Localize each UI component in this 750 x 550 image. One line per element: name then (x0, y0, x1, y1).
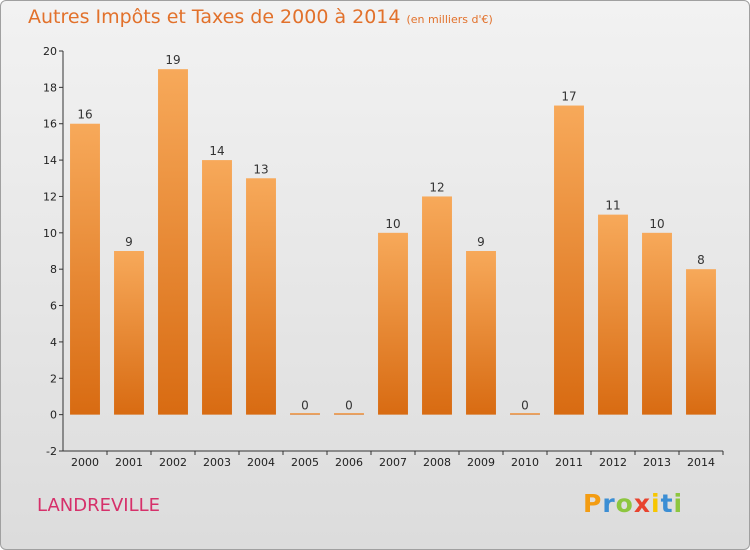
y-tick-label: 16 (43, 118, 57, 131)
bar (598, 214, 628, 415)
logo-letter: o (615, 489, 634, 518)
x-tick-label: 2006 (335, 456, 363, 469)
bar (202, 160, 232, 415)
x-tick-label: 2004 (247, 456, 275, 469)
data-label: 0 (521, 399, 529, 413)
x-tick-label: 2009 (467, 456, 495, 469)
data-label: 8 (697, 253, 705, 267)
data-label: 10 (649, 217, 664, 231)
data-label: 12 (429, 180, 444, 194)
y-tick-label: 14 (43, 154, 57, 167)
bar (114, 251, 144, 415)
bar (686, 269, 716, 415)
x-tick-label: 2008 (423, 456, 451, 469)
data-label: 0 (301, 399, 309, 413)
logo-letter: x (633, 489, 651, 518)
logo-letter: r (602, 489, 616, 518)
x-tick-label: 2001 (115, 456, 143, 469)
bar (158, 69, 188, 415)
data-label: 14 (209, 144, 224, 158)
y-tick-label: 18 (43, 81, 57, 94)
bar (554, 105, 584, 415)
x-tick-label: 2012 (599, 456, 627, 469)
data-label: 9 (125, 235, 133, 249)
bar (466, 251, 496, 415)
data-label: 13 (253, 162, 268, 176)
y-tick-label: 12 (43, 190, 57, 203)
x-tick-label: 2000 (71, 456, 99, 469)
x-tick-label: 2003 (203, 456, 231, 469)
x-tick-label: 2002 (159, 456, 187, 469)
x-tick-label: 2011 (555, 456, 583, 469)
y-tick-label: -2 (46, 445, 57, 458)
logo-letter: t (660, 489, 674, 518)
bar (378, 232, 408, 415)
x-tick-label: 2014 (687, 456, 715, 469)
x-tick-label: 2013 (643, 456, 671, 469)
bar (510, 413, 540, 415)
chart-subtitle: (en milliers d'€) (406, 13, 493, 26)
bar (70, 123, 100, 415)
data-label: 16 (77, 108, 92, 122)
bar (246, 178, 276, 415)
y-tick-label: 4 (50, 336, 57, 349)
proxiti-logo: Proxiti (583, 489, 683, 518)
bar (334, 413, 364, 415)
commune-name: LANDREVILLE (37, 495, 161, 516)
data-label: 17 (561, 90, 576, 104)
data-label: 0 (345, 399, 353, 413)
x-tick-label: 2010 (511, 456, 539, 469)
chart-title: Autres Impôts et Taxes de 2000 à 2014 (en… (28, 6, 493, 28)
y-tick-label: 6 (50, 300, 57, 313)
logo-letter: i (651, 489, 661, 518)
data-label: 9 (477, 235, 485, 249)
y-tick-label: 8 (50, 263, 57, 276)
x-tick-label: 2007 (379, 456, 407, 469)
data-label: 19 (165, 53, 180, 67)
y-tick-label: 20 (43, 45, 57, 58)
y-tick-label: 2 (50, 372, 57, 385)
data-label: 11 (605, 199, 620, 213)
bar (290, 413, 320, 415)
y-tick-label: 0 (50, 409, 57, 422)
bar (422, 196, 452, 415)
logo-letter: P (583, 489, 603, 518)
y-tick-label: 10 (43, 227, 57, 240)
bar (642, 232, 672, 415)
data-label: 10 (385, 217, 400, 231)
x-tick-label: 2005 (291, 456, 319, 469)
chart-title-text: Autres Impôts et Taxes de 2000 à 2014 (28, 6, 401, 28)
logo-letter: i (673, 489, 684, 518)
